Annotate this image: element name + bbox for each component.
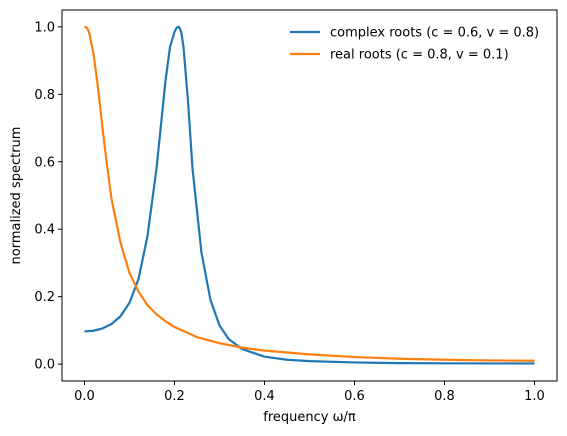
- x-tick-label: 1.0: [524, 389, 545, 404]
- y-axis-ticks: 0.0 0.2 0.4 0.6 0.8 1.0: [34, 20, 62, 373]
- y-tick-label: 0.0: [34, 358, 55, 373]
- series-line-2: [84, 25, 535, 362]
- legend: complex roots (c = 0.6, v = 0.8) real roo…: [290, 26, 539, 63]
- y-tick-label: 1.0: [34, 20, 55, 35]
- x-tick-label: 0.0: [74, 389, 95, 404]
- x-tick-label: 0.2: [164, 389, 185, 404]
- legend-label-1: complex roots (c = 0.6, v = 0.8): [330, 26, 539, 41]
- y-tick-label: 0.6: [34, 155, 55, 170]
- x-tick-label: 0.6: [344, 389, 365, 404]
- plot-frame: [61, 9, 558, 382]
- y-tick-label: 0.8: [34, 88, 55, 103]
- legend-label-2: real roots (c = 0.8, v = 0.1): [330, 48, 509, 63]
- x-axis-label: frequency ω/π: [263, 410, 356, 425]
- y-axis-label: normalized spectrum: [9, 127, 24, 265]
- y-tick-label: 0.4: [34, 223, 55, 238]
- series-line-1: [84, 25, 535, 365]
- y-tick-label: 0.2: [34, 290, 55, 305]
- x-tick-label: 0.4: [254, 389, 275, 404]
- x-axis-ticks: 0.0 0.2 0.4 0.6 0.8 1.0: [74, 381, 545, 404]
- plot-lines: [84, 25, 535, 365]
- x-tick-label: 0.8: [434, 389, 455, 404]
